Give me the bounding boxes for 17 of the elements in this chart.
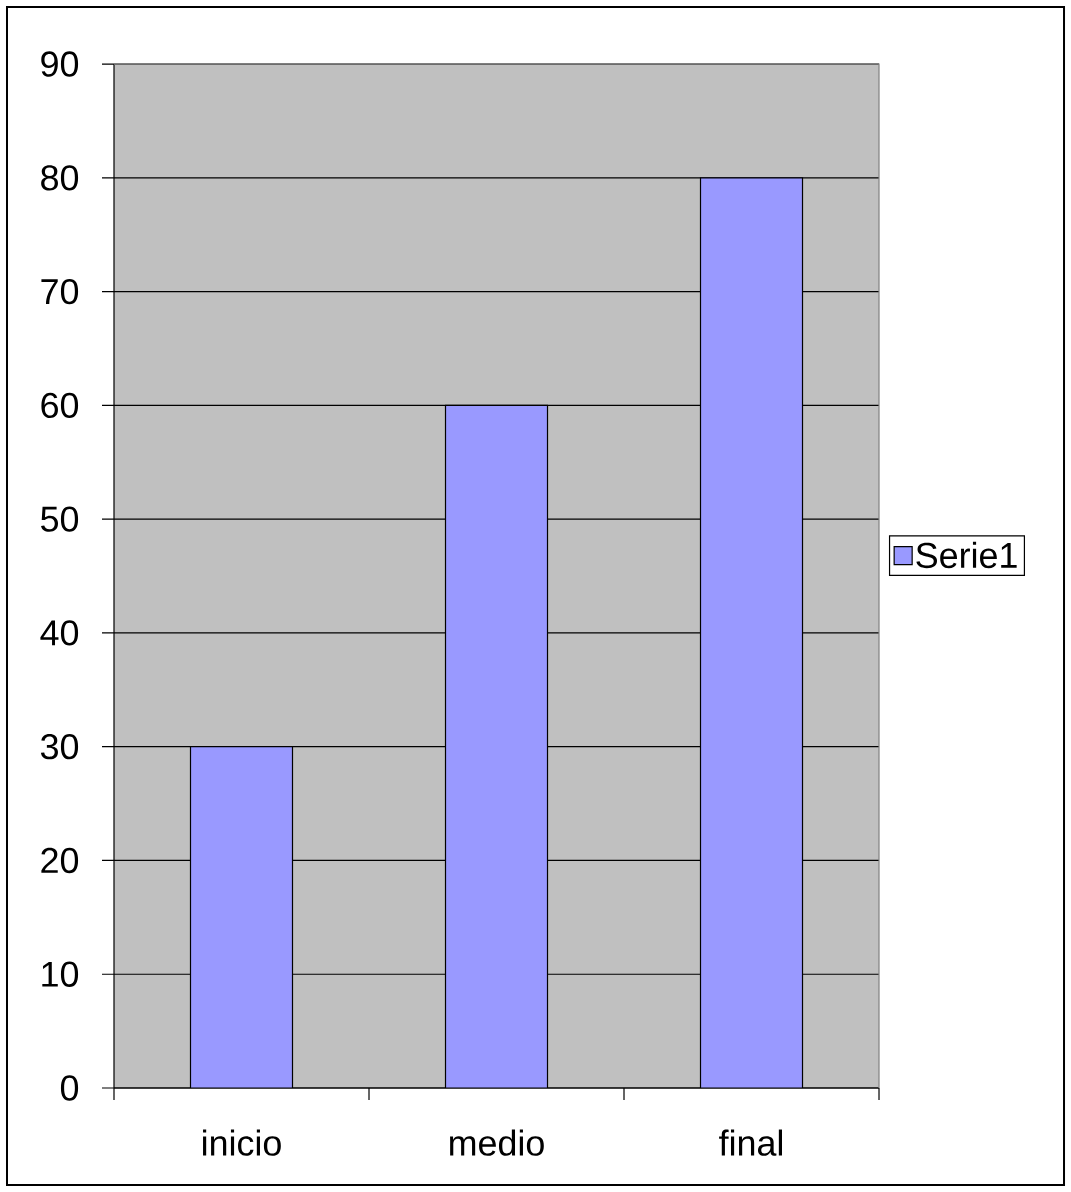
y-tick-label: 60 xyxy=(41,392,79,419)
bar xyxy=(699,177,804,1088)
y-tick-label: 80 xyxy=(41,165,79,191)
legend-label: Serie1 xyxy=(916,541,1017,569)
y-tick-label: 40 xyxy=(40,620,79,646)
bar xyxy=(189,746,294,1088)
y-tick-label: 50 xyxy=(41,506,79,532)
x-tick-label: final xyxy=(719,1129,782,1156)
y-tick-label: 10 xyxy=(42,961,79,987)
y-tick-label: 90 xyxy=(41,51,79,77)
x-tick-label: medio xyxy=(450,1129,544,1156)
y-tick-label: 30 xyxy=(40,734,79,760)
y-tick-label: 20 xyxy=(41,847,79,874)
y-tick-label: 70 xyxy=(41,278,79,305)
y-tick-label: 0 xyxy=(60,1075,79,1101)
x-tick-label: inicio xyxy=(203,1129,281,1156)
bar xyxy=(444,404,549,1088)
